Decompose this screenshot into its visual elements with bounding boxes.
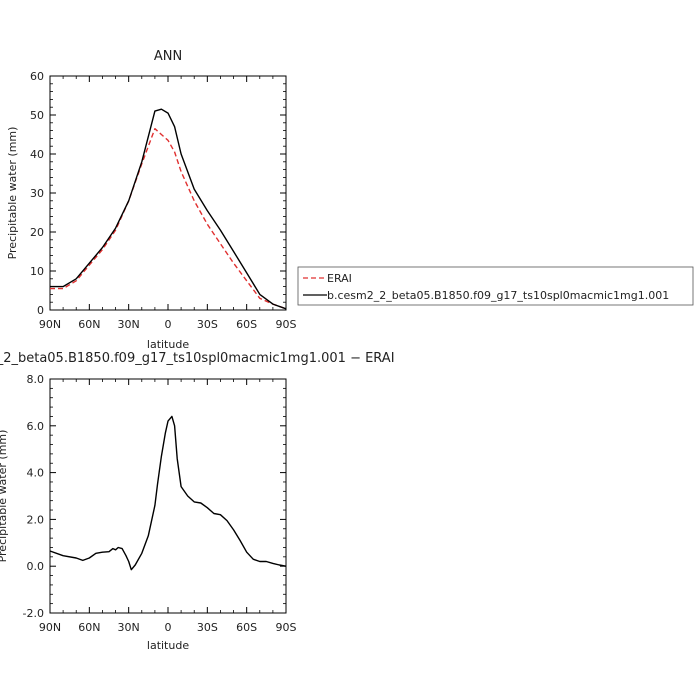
x-tick-label: 0 (165, 621, 172, 634)
y-tick-label: 40 (30, 148, 44, 161)
top-panel-xlabel: latitude (147, 338, 189, 351)
x-tick-label: 60N (78, 318, 100, 331)
x-tick-label: 60S (236, 318, 257, 331)
y-tick-label: -2.0 (23, 607, 44, 620)
y-tick-label: 50 (30, 109, 44, 122)
y-tick-label: 0.0 (27, 560, 45, 573)
bottom-series-line-0 (49, 415, 287, 571)
legend: ERAI b.cesm2_2_beta05.B1850.f09_g17_ts10… (297, 266, 694, 306)
y-tick-label: 8.0 (27, 373, 45, 386)
bottom-panel-title: b.cesm2_2_beta05.B1850.f09_g17_ts10spl0m… (0, 351, 395, 366)
x-tick-label: 90N (39, 318, 61, 331)
top-panel-frame (49, 75, 287, 311)
top-series-line-0 (50, 127, 287, 310)
top-panel: ANN 90N 60N 30N 0 30S 60S 90S 0 10 20 30 40 50 60 lat… (6, 49, 297, 351)
top-series-line-1 (50, 108, 287, 310)
top-panel-ticks: 90N 60N 30N 0 30S 60S 90S 0 10 20 30 40 50 60 (30, 70, 297, 331)
x-tick-label: 60N (78, 621, 100, 634)
x-tick-label: 30S (197, 621, 218, 634)
bottom-panel-xlabel: latitude (147, 639, 189, 652)
legend-box (297, 266, 694, 306)
y-tick-label: 0 (37, 304, 44, 317)
x-tick-label: 30N (118, 318, 140, 331)
bottom-panel: b.cesm2_2_beta05.B1850.f09_g17_ts10spl0m… (0, 351, 395, 652)
legend-label-model: b.cesm2_2_beta05.B1850.f09_g17_ts10spl0m… (327, 289, 669, 302)
y-tick-label: 6.0 (27, 420, 45, 433)
x-tick-label: 0 (165, 318, 172, 331)
y-tick-label: 20 (30, 226, 44, 239)
x-tick-label: 90S (276, 621, 297, 634)
x-tick-label: 90S (276, 318, 297, 331)
bottom-panel-series (49, 415, 287, 571)
top-panel-title: ANN (154, 49, 182, 64)
bottom-panel-frame (49, 378, 287, 614)
y-tick-label: 10 (30, 265, 44, 278)
x-tick-label: 30N (118, 621, 140, 634)
x-tick-label: 30S (197, 318, 218, 331)
top-panel-ylabel: Precipitable water (mm) (6, 127, 19, 260)
y-tick-label: 4.0 (27, 467, 45, 480)
y-tick-label: 30 (30, 187, 44, 200)
legend-label-erai: ERAI (327, 272, 352, 285)
x-tick-label: 90N (39, 621, 61, 634)
bottom-panel-ticks: 90N 60N 30N 0 30S 60S 90S -2.0 0.0 2.0 4.0 6.0 8.0 (23, 373, 297, 634)
top-panel-series (50, 108, 287, 310)
y-tick-label: 2.0 (27, 513, 45, 526)
x-tick-label: 60S (236, 621, 257, 634)
y-tick-label: 60 (30, 70, 44, 83)
bottom-panel-ylabel: Precipitable water (mm) (0, 430, 9, 563)
